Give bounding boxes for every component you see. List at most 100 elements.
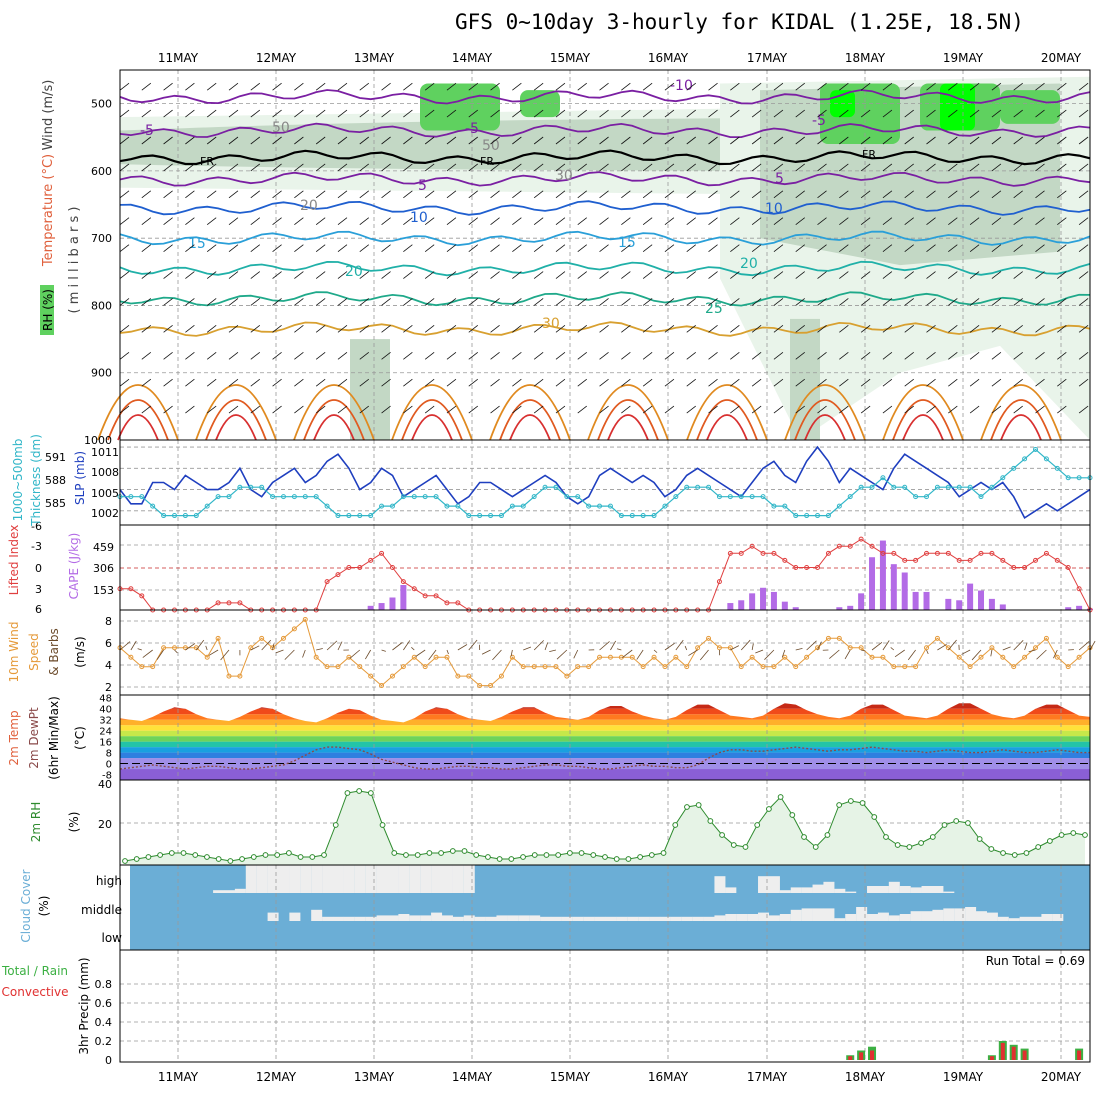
wind-barb <box>250 217 261 226</box>
cloud-bar-middle <box>899 914 911 921</box>
wind-barb <box>424 163 435 172</box>
contour-label: 30 <box>555 168 573 184</box>
wind-speed-point <box>259 635 265 641</box>
wind-barb <box>424 109 435 118</box>
thickness-point <box>302 494 308 500</box>
warm-contour <box>686 384 768 441</box>
lifted-index-point <box>1076 586 1082 592</box>
surface-barb <box>795 647 803 651</box>
thickness-tick: 591 <box>45 451 66 464</box>
wind-barb <box>272 378 282 387</box>
wind-barb <box>185 351 195 360</box>
wind-barb <box>839 190 849 199</box>
cloud-bar-middle <box>801 908 813 921</box>
surface-barb <box>468 639 478 651</box>
cloud-bar-middle <box>1019 916 1031 921</box>
wind-barb <box>817 298 827 306</box>
wind-barb <box>926 298 936 306</box>
wind-barb <box>773 405 784 414</box>
wind-barb <box>337 163 348 172</box>
date-label-top: 16MAY <box>648 51 689 65</box>
thickness-point <box>716 494 722 500</box>
wind-barb <box>1078 244 1089 252</box>
rh-point <box>204 854 210 860</box>
wind-barb <box>163 405 173 414</box>
wind-speed-point <box>411 654 417 660</box>
rh-point <box>297 854 304 860</box>
wind-barb <box>555 163 566 172</box>
rh-point <box>789 812 796 818</box>
wind-speed-point <box>379 683 385 689</box>
cloud-bar-high <box>322 865 334 893</box>
lifted-index-point <box>804 565 810 570</box>
wind-barb <box>577 298 587 306</box>
thickness-point <box>128 494 134 500</box>
wind-barb <box>533 325 544 333</box>
date-label-bottom: 14MAY <box>452 1070 493 1084</box>
rh-point <box>473 852 480 858</box>
wind-barb <box>424 325 435 333</box>
wind-barb <box>751 217 762 226</box>
wind-barb <box>337 217 348 226</box>
rh-point <box>122 858 128 864</box>
wind-barb <box>272 136 282 145</box>
label-10m-wind: 10m Wind <box>7 622 21 683</box>
wind-barb <box>1057 244 1067 252</box>
wind-barb <box>250 190 261 199</box>
wind-barb <box>446 217 457 226</box>
rh-column <box>790 318 820 440</box>
wind-barb <box>904 271 914 279</box>
wind-barb <box>294 378 304 387</box>
label-total-rain: Total / Rain <box>1 964 68 978</box>
cloud-bar-middle <box>681 916 693 921</box>
slp-tick: 1011 <box>91 446 119 459</box>
wind-barb <box>795 351 805 360</box>
wind-barb <box>337 109 348 118</box>
cloud-bar-high <box>768 876 780 893</box>
wind-barb <box>991 136 1002 145</box>
wind-barb <box>381 351 391 360</box>
wind-barb <box>730 351 740 360</box>
wind-speed-point <box>771 664 777 670</box>
lifted-index-point <box>237 600 243 606</box>
surface-barb <box>806 640 817 651</box>
warm-contour <box>117 414 159 441</box>
wind-barb <box>664 271 675 279</box>
wind-barb <box>926 271 936 279</box>
wind-barb <box>206 405 217 414</box>
contour-label: 50 <box>482 138 500 154</box>
lifted-index-point <box>782 557 788 563</box>
wind-barb <box>490 351 500 360</box>
rh-point <box>894 842 901 848</box>
rh-point <box>906 844 913 850</box>
wind-barb <box>119 405 130 414</box>
wind-barb <box>555 405 566 414</box>
lifted-index-point <box>880 550 886 556</box>
temp-band <box>120 752 1090 759</box>
thickness-point <box>1022 456 1028 462</box>
wind-barb <box>577 378 587 387</box>
wind-barb <box>817 190 827 199</box>
cloud-bar-middle <box>877 912 889 921</box>
isotherm-line <box>119 89 1091 105</box>
wind-barb <box>446 298 457 306</box>
wind-barb <box>381 82 391 91</box>
wind-speed-point <box>1076 654 1082 660</box>
wind-barb <box>577 244 587 252</box>
rh-point <box>168 850 175 856</box>
wind-barb <box>555 271 566 279</box>
cape-bar <box>901 572 908 610</box>
wind-barb <box>555 325 566 333</box>
wind-barb <box>577 271 587 279</box>
cloud-bar-middle <box>627 916 639 921</box>
surface-barb <box>381 649 386 652</box>
wind-barb <box>163 298 173 306</box>
wind-barb <box>424 298 435 306</box>
wind-frame <box>119 609 1091 696</box>
wind-barb <box>969 271 980 279</box>
wind-barb <box>294 163 304 172</box>
wind-barb <box>119 82 130 91</box>
wind-barb <box>185 298 195 306</box>
rh-point <box>274 852 281 858</box>
